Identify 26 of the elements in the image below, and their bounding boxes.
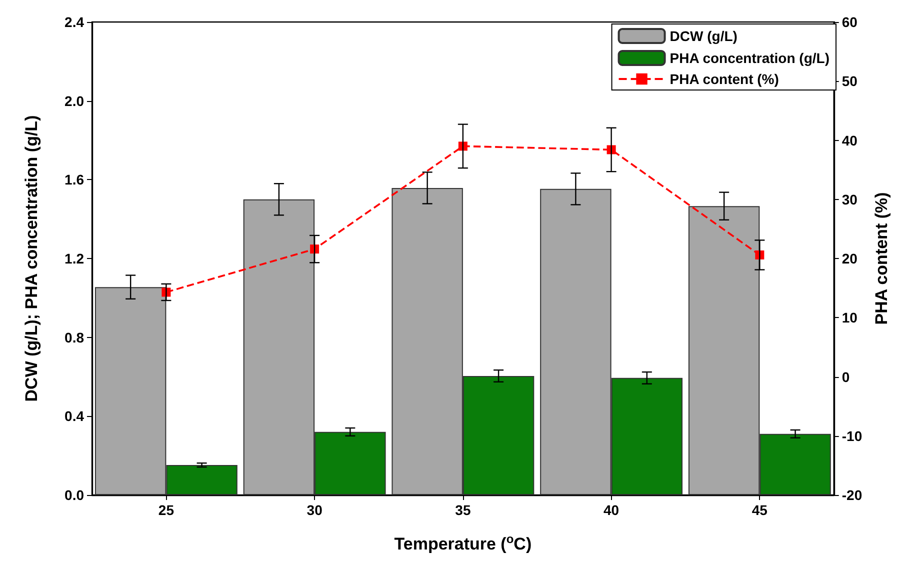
y-tick-label: 1.2 [64, 250, 84, 266]
legend-label: DCW (g/L) [670, 28, 738, 44]
y-tick-label: 1.6 [64, 172, 84, 188]
y2-tick-label: 60 [842, 14, 858, 30]
y2-axis-title: PHA content (%) [872, 192, 891, 325]
y2-tick-label: -20 [842, 487, 862, 503]
y-tick-label: 0.4 [64, 408, 84, 424]
x-tick-label: 40 [604, 502, 620, 518]
y2-tick-label: 30 [842, 191, 858, 208]
y2-tick-label: 50 [842, 73, 858, 90]
x-tick-label: 35 [455, 502, 471, 518]
y2-tick-label: 20 [842, 250, 858, 266]
y-axis-title: DCW (g/L); PHA concentration (g/L) [22, 115, 41, 402]
legend-label: PHA content (%) [670, 71, 779, 87]
y-tick-label: 0.8 [64, 329, 84, 346]
x-tick-label: 25 [158, 502, 174, 518]
y-tick-label: 0.0 [64, 487, 84, 503]
y2-tick-label: 40 [842, 132, 858, 148]
y2-tick-label: 10 [842, 310, 858, 326]
y-tick-label: 2.0 [64, 92, 84, 109]
y2-tick-label: -10 [842, 428, 862, 444]
y2-tick-label: 0 [842, 368, 850, 385]
x-tick-label: 30 [306, 502, 323, 518]
x-tick-label: 45 [752, 502, 768, 518]
y-tick-label: 2.4 [64, 14, 84, 30]
legend-label: PHA concentration (g/L) [670, 50, 830, 66]
